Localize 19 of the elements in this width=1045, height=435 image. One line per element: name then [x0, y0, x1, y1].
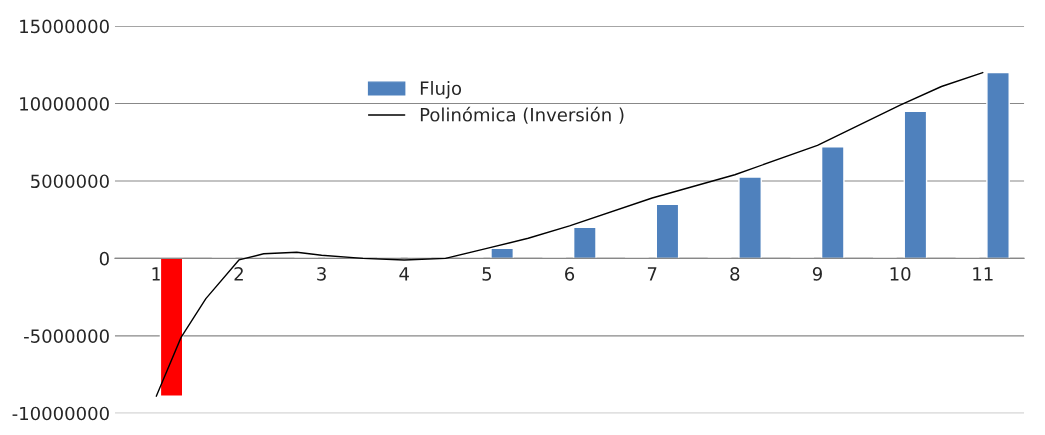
legend-label: Polinómica (Inversión )	[420, 106, 624, 124]
y-tick-label: 0	[99, 251, 109, 266]
x-tick-label: 11	[973, 267, 993, 281]
legend-label: Flujo	[420, 81, 462, 99]
y-tick-label: 5000000	[31, 174, 109, 189]
x-tick-label: 4	[399, 267, 409, 281]
x-tick-label: 9	[812, 267, 822, 281]
x-tick-label: 8	[730, 267, 740, 281]
x-tick-label: 2	[234, 267, 243, 281]
y-tick-label: -10000000	[12, 406, 109, 421]
x-tick-label: 1	[152, 267, 161, 281]
y-tick-label: 10000000	[20, 96, 109, 111]
x-tick-label: 3	[317, 267, 326, 281]
y-tick-label: -5000000	[24, 329, 109, 343]
x-tick-label: 6	[565, 267, 575, 281]
x-tick-label: 7	[647, 267, 657, 281]
y-tick-label: 15000000	[20, 19, 109, 34]
x-tick-label: 5	[482, 267, 492, 281]
x-tick-label: 10	[890, 267, 911, 281]
